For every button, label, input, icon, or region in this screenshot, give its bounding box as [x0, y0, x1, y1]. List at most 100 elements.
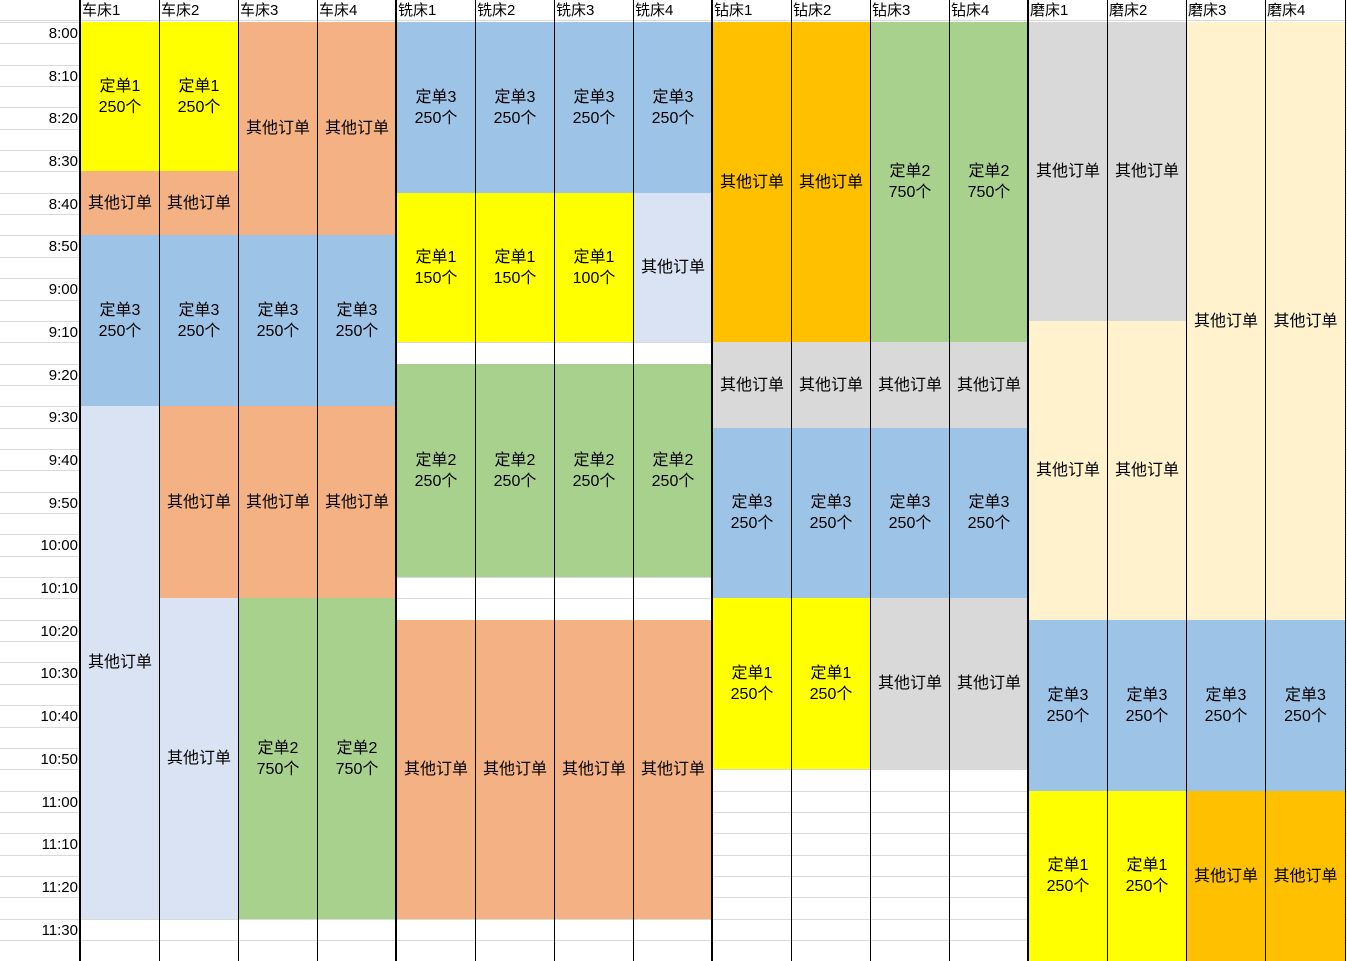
machine-header[interactable]: 铣床2 [477, 2, 516, 19]
order-block[interactable]: 定单2 250个 [397, 364, 475, 577]
order-block[interactable]: 定单3 250个 [160, 235, 238, 406]
order-block-label: 其他订单 [798, 173, 863, 191]
order-block[interactable]: 定单3 250个 [634, 22, 712, 193]
order-block[interactable]: 定单3 250个 [1187, 620, 1265, 791]
machine-header[interactable]: 钻床3 [872, 2, 911, 19]
order-block[interactable]: 定单1 150个 [476, 193, 554, 342]
order-block[interactable]: 其他订单 [1266, 791, 1345, 961]
order-block[interactable]: 定单3 250个 [713, 428, 791, 598]
time-label: 11:00 [41, 794, 78, 811]
order-block-label: 其他订单 [1035, 163, 1100, 180]
order-block[interactable]: 定单1 250个 [1108, 791, 1186, 961]
order-block[interactable]: 其他订单 [1108, 321, 1186, 620]
order-block-label: 定单3 250个 [572, 88, 616, 127]
order-block[interactable]: 定单2 750个 [871, 22, 949, 342]
order-block[interactable]: 其他订单 [950, 598, 1028, 769]
order-block[interactable]: 定单1 150个 [397, 193, 475, 342]
order-block[interactable]: 定单3 250个 [397, 22, 475, 193]
order-block-label: 定单3 250个 [809, 494, 853, 532]
order-block-label: 其他订单 [561, 761, 626, 778]
order-block[interactable]: 定单2 750个 [318, 598, 396, 919]
order-block-label: 其他订单 [1114, 163, 1179, 180]
machine-header[interactable]: 磨床4 [1267, 2, 1306, 19]
order-block[interactable]: 其他订单 [871, 598, 949, 769]
order-block-label: 定单2 750个 [335, 739, 379, 778]
order-block[interactable]: 其他订单 [81, 406, 159, 919]
order-block[interactable]: 定单2 750个 [239, 598, 317, 919]
order-block[interactable]: 定单3 250个 [1108, 620, 1186, 791]
order-block[interactable]: 定单2 250个 [634, 364, 712, 577]
order-block-label: 其他订单 [640, 761, 705, 778]
order-block[interactable]: 其他订单 [713, 22, 791, 342]
machine-header[interactable]: 铣床1 [398, 2, 437, 19]
order-block[interactable]: 定单3 250个 [950, 428, 1028, 598]
machine-header[interactable]: 钻床1 [714, 2, 753, 19]
order-block[interactable]: 定单1 250个 [713, 598, 791, 769]
order-block-label: 定单3 250个 [1284, 686, 1327, 725]
order-block[interactable]: 其他订单 [634, 620, 712, 919]
order-block[interactable]: 其他订单 [1029, 22, 1107, 321]
order-block[interactable]: 定单3 250个 [1029, 620, 1107, 791]
machine-header[interactable]: 钻床2 [793, 2, 832, 19]
machine-header[interactable]: 车床1 [82, 2, 121, 19]
order-block[interactable]: 其他订单 [397, 620, 475, 919]
order-block[interactable]: 其他订单 [871, 342, 949, 428]
order-block[interactable]: 定单3 250个 [1266, 620, 1345, 791]
order-block[interactable]: 其他订单 [318, 406, 396, 598]
machine-header[interactable]: 磨床3 [1188, 2, 1227, 19]
order-block[interactable]: 其他订单 [318, 22, 396, 235]
order-block[interactable]: 其他订单 [239, 22, 317, 235]
order-block[interactable]: 其他订单 [1187, 791, 1265, 961]
order-block[interactable]: 定单2 250个 [555, 364, 633, 577]
order-block-label: 其他订单 [1273, 312, 1338, 330]
machine-header[interactable]: 磨床2 [1109, 2, 1148, 19]
machine-header[interactable]: 车床4 [319, 2, 358, 19]
order-block[interactable]: 定单3 250个 [792, 428, 870, 598]
order-block[interactable]: 其他订单 [1266, 22, 1345, 620]
order-block[interactable]: 其他订单 [950, 342, 1028, 428]
order-block[interactable]: 其他订单 [1187, 22, 1265, 620]
order-block-label: 其他订单 [166, 750, 231, 767]
order-block[interactable]: 定单1 250个 [81, 22, 159, 171]
order-block[interactable]: 其他订单 [1029, 321, 1107, 620]
machine-header[interactable]: 铣床3 [556, 2, 595, 19]
order-block[interactable]: 其他订单 [713, 342, 791, 428]
order-block-label: 定单3 250个 [493, 88, 537, 127]
order-block[interactable]: 定单3 250个 [871, 428, 949, 598]
order-block[interactable]: 定单3 250个 [555, 22, 633, 193]
order-block[interactable]: 其他订单 [239, 406, 317, 598]
order-block-label: 定单1 100个 [572, 248, 616, 287]
order-block[interactable]: 其他订单 [476, 620, 554, 919]
order-block[interactable]: 定单2 750个 [950, 22, 1028, 342]
order-block[interactable]: 其他订单 [81, 171, 159, 235]
order-block[interactable]: 定单1 250个 [160, 22, 238, 171]
order-block[interactable]: 其他订单 [160, 171, 238, 235]
order-block[interactable]: 定单3 250个 [239, 235, 317, 406]
order-block[interactable]: 其他订单 [792, 22, 870, 342]
order-block-label: 定单2 250个 [572, 451, 616, 490]
order-block[interactable]: 定单1 250个 [792, 598, 870, 769]
order-block[interactable]: 其他订单 [555, 620, 633, 919]
order-block[interactable]: 定单3 250个 [476, 22, 554, 193]
grid-row-line [0, 940, 1347, 941]
machine-header[interactable]: 磨床1 [1030, 2, 1069, 19]
time-label: 9:10 [48, 324, 78, 341]
machine-header[interactable]: 车床3 [240, 2, 279, 19]
order-block[interactable]: 定单2 250个 [476, 364, 554, 577]
order-block[interactable]: 其他订单 [160, 406, 238, 598]
order-block[interactable]: 定单1 100个 [555, 193, 633, 342]
order-block[interactable]: 其他订单 [792, 342, 870, 428]
header-divider [0, 20, 1347, 21]
order-block-label: 其他订单 [877, 675, 942, 692]
machine-header[interactable]: 车床2 [161, 2, 200, 19]
order-block-label: 其他订单 [877, 376, 942, 394]
order-block[interactable]: 定单3 250个 [318, 235, 396, 406]
machine-header[interactable]: 钻床4 [951, 2, 990, 19]
order-block[interactable]: 定单3 250个 [81, 235, 159, 406]
machine-header[interactable]: 铣床4 [635, 2, 674, 19]
order-block[interactable]: 其他订单 [1108, 22, 1186, 321]
order-block[interactable]: 其他订单 [634, 193, 712, 342]
order-block[interactable]: 定单1 250个 [1029, 791, 1107, 961]
column-divider [475, 0, 476, 961]
order-block[interactable]: 其他订单 [160, 598, 238, 919]
